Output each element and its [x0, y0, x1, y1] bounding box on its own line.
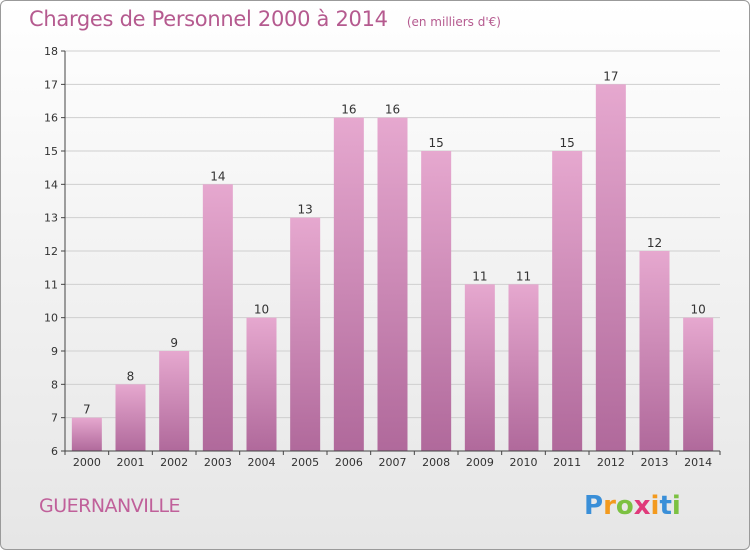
y-tick-label: 13: [44, 212, 58, 225]
bar-value-label: 11: [472, 269, 487, 283]
logo-letter: P: [584, 491, 604, 521]
y-tick-label: 15: [44, 145, 58, 158]
y-tick-label: 6: [51, 445, 58, 458]
y-tick-label: 9: [51, 345, 58, 358]
axes: 6 7 8 9 10 11 12 13 14 15 16 17 18 2000 2001 2002 2003 20…: [44, 45, 721, 469]
x-tick-label: 2012: [597, 456, 625, 469]
bar-value-label: 13: [298, 203, 313, 217]
bar-value-label: 12: [647, 236, 662, 250]
x-tick-label: 2002: [160, 456, 188, 469]
y-tick-label: 14: [44, 178, 58, 191]
bar-2002: [159, 351, 190, 451]
bar-2000: [71, 417, 102, 451]
bar-value-label: 15: [429, 136, 444, 150]
bar-value-label: 7: [83, 403, 91, 417]
bar-value-label: 14: [210, 169, 225, 183]
x-tick-label: 2009: [466, 456, 494, 469]
bar-2001: [115, 384, 146, 451]
logo-letter: o: [615, 491, 634, 521]
logo-letter: i: [650, 491, 660, 521]
bar-2005: [290, 217, 321, 451]
proxiti-logo[interactable]: Proxiti: [584, 491, 681, 521]
y-tick-label: 10: [44, 312, 58, 325]
y-tick-label: 18: [44, 45, 58, 58]
bar-2010: [508, 284, 539, 451]
bar-2011: [552, 151, 583, 451]
bar-2007: [377, 117, 408, 452]
bars: 7 8 9 14 10 13 16 16 15 11 11 15 17 12 10: [71, 69, 714, 452]
bar-value-label: 11: [516, 269, 531, 283]
bar-value-label: 16: [385, 103, 400, 117]
chart-title: Charges de Personnel 2000 à 2014: [29, 7, 388, 31]
logo-letter: x: [633, 491, 651, 521]
x-tick-label: 2008: [422, 456, 450, 469]
x-tick-label: 2014: [684, 456, 712, 469]
y-tick-label: 8: [51, 378, 58, 391]
x-tick-label: 2000: [73, 456, 101, 469]
x-tick-label: 2013: [641, 456, 669, 469]
logo-letter: r: [603, 491, 616, 521]
x-tick-label: 2001: [117, 456, 145, 469]
y-tick-label: 7: [51, 412, 58, 425]
bar-value-label: 10: [691, 303, 706, 317]
title-row: Charges de Personnel 2000 à 2014 (en mil…: [29, 7, 501, 31]
y-tick-label: 11: [44, 278, 58, 291]
bar-value-label: 15: [560, 136, 575, 150]
y-tick-label: 17: [44, 78, 58, 91]
y-tick-label: 12: [44, 245, 58, 258]
bar-2013: [639, 251, 670, 451]
bar-value-label: 10: [254, 303, 269, 317]
bar-2004: [246, 317, 277, 451]
bar-value-label: 16: [341, 103, 356, 117]
x-tick-label: 2011: [553, 456, 581, 469]
bar-2014: [683, 317, 714, 451]
x-tick-label: 2007: [379, 456, 407, 469]
commune-name: GUERNANVILLE: [39, 495, 181, 517]
bar-value-label: 17: [603, 69, 618, 83]
bar-value-label: 9: [170, 336, 178, 350]
x-tick-label: 2004: [248, 456, 276, 469]
bar-2012: [595, 84, 626, 451]
bar-2008: [421, 151, 452, 451]
y-tick-label: 16: [44, 112, 58, 125]
x-tick-label: 2006: [335, 456, 363, 469]
x-tick-label: 2010: [510, 456, 538, 469]
logo-letter: i: [671, 491, 681, 521]
logo-letter: t: [659, 491, 672, 521]
x-tick-label: 2005: [291, 456, 319, 469]
chart-subtitle: (en milliers d'€): [406, 15, 501, 29]
bar-2006: [333, 117, 364, 452]
bar-2009: [464, 284, 495, 451]
x-tick-label: 2003: [204, 456, 232, 469]
bar-2003: [202, 184, 233, 452]
bar-value-label: 8: [127, 369, 135, 383]
